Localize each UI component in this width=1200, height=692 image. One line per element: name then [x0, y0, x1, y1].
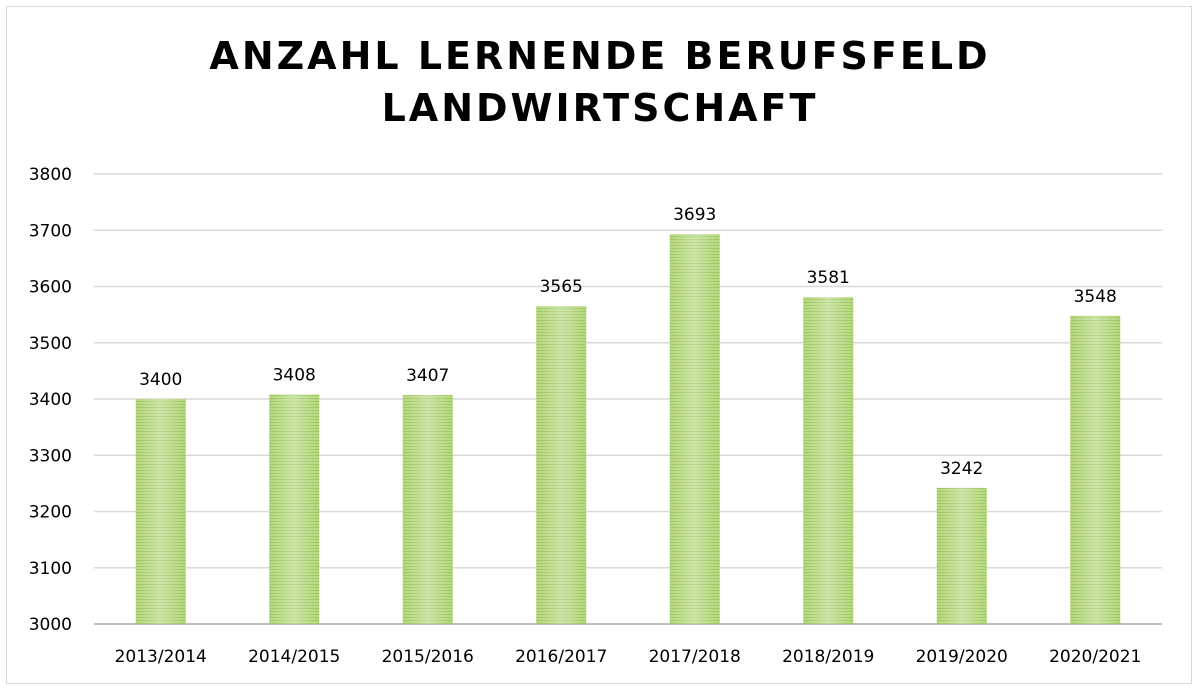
x-tick-label: 2017/2018: [649, 647, 741, 667]
bar-highlight: [536, 306, 587, 624]
chart-frame: [6, 6, 1192, 684]
x-tick-label: 2018/2019: [782, 647, 874, 667]
data-label: 3565: [540, 277, 583, 297]
bar-highlight: [669, 234, 720, 624]
y-tick-label: 3600: [29, 278, 72, 298]
y-tick-label: 3200: [29, 503, 72, 523]
chart-title-line-2: LANDWIRTSCHAFT: [381, 86, 819, 130]
chart-title-line-1: ANZAHL LERNENDE BERUFSFELD: [209, 34, 991, 78]
bar-highlight: [135, 399, 186, 624]
bar-highlight: [402, 395, 453, 624]
bar-highlight: [803, 297, 854, 624]
bar-highlight: [936, 487, 987, 624]
y-tick-label: 3400: [29, 390, 72, 410]
y-tick-label: 3700: [29, 221, 72, 241]
bar-highlight: [269, 394, 320, 624]
data-label: 3242: [940, 459, 983, 479]
y-tick-label: 3000: [29, 615, 72, 635]
x-tick-label: 2013/2014: [115, 647, 207, 667]
x-tick-label: 2014/2015: [248, 647, 340, 667]
y-tick-label: 3300: [29, 446, 72, 466]
data-label: 3400: [139, 370, 182, 390]
data-label: 3581: [807, 268, 850, 288]
y-tick-label: 3500: [29, 334, 72, 354]
x-tick-label: 2015/2016: [382, 647, 474, 667]
x-tick-label: 2016/2017: [515, 647, 607, 667]
data-label: 3407: [406, 366, 449, 386]
data-label: 3548: [1074, 287, 1117, 307]
bar-highlight: [1070, 315, 1121, 624]
y-tick-label: 3800: [29, 165, 72, 185]
x-tick-label: 2019/2020: [916, 647, 1008, 667]
y-tick-label: 3100: [29, 559, 72, 579]
x-tick-label: 2020/2021: [1049, 647, 1141, 667]
chart-title: ANZAHL LERNENDE BERUFSFELD LANDWIRTSCHAF…: [0, 30, 1200, 134]
data-label: 3693: [673, 205, 716, 225]
data-label: 3408: [273, 366, 316, 386]
